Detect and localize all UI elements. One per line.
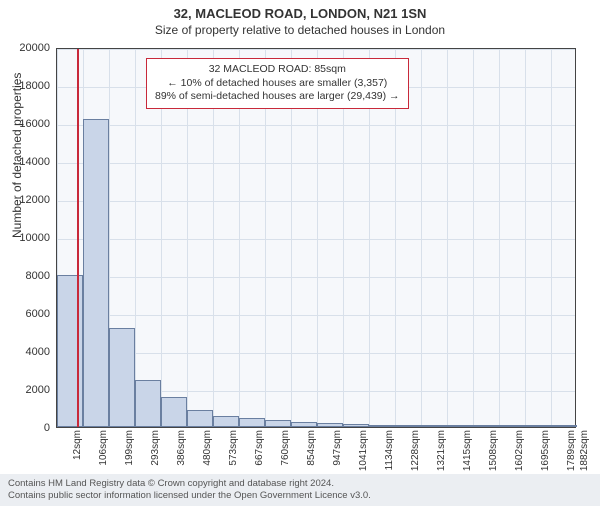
- xtick-label: 480sqm: [202, 430, 213, 466]
- xtick-label: 1882sqm: [579, 430, 590, 471]
- histogram-bar: [109, 328, 135, 427]
- histogram-bar: [161, 397, 187, 427]
- ytick-label: 14000: [0, 156, 50, 168]
- histogram-bar: [473, 425, 499, 427]
- chart-container: 0200040006000800010000120001400016000180…: [56, 48, 576, 428]
- ytick-label: 10000: [0, 232, 50, 244]
- footer: Contains HM Land Registry data © Crown c…: [0, 474, 600, 506]
- ytick-label: 8000: [0, 270, 50, 282]
- xtick-label: 12sqm: [72, 430, 83, 460]
- xtick-label: 1228sqm: [410, 430, 421, 471]
- annotation-line1: 32 MACLEOD ROAD: 85sqm: [155, 63, 400, 77]
- marker-line: [77, 49, 79, 427]
- xtick-label: 1134sqm: [384, 430, 395, 470]
- histogram-bar: [317, 423, 343, 427]
- ytick-label: 2000: [0, 384, 50, 396]
- xtick-label: 1508sqm: [488, 430, 499, 471]
- histogram-bar: [447, 425, 473, 427]
- annotation-box: 32 MACLEOD ROAD: 85sqm ← 10% of detached…: [146, 58, 409, 109]
- histogram-bar: [369, 425, 395, 427]
- xtick-label: 1415sqm: [462, 430, 473, 471]
- histogram-bar: [421, 425, 447, 427]
- ytick-label: 4000: [0, 346, 50, 358]
- page-title-line1: 32, MACLEOD ROAD, LONDON, N21 1SN: [0, 6, 600, 21]
- ytick-label: 6000: [0, 308, 50, 320]
- ytick-label: 20000: [0, 42, 50, 54]
- histogram-bar: [525, 425, 551, 427]
- page-title-line2: Size of property relative to detached ho…: [0, 23, 600, 37]
- histogram-bar: [265, 420, 291, 427]
- xtick-label: 1789sqm: [566, 430, 577, 471]
- histogram-bar: [499, 425, 525, 427]
- histogram-bar: [187, 410, 213, 427]
- xtick-label: 199sqm: [124, 430, 135, 466]
- histogram-bar: [213, 416, 239, 427]
- ytick-label: 0: [0, 422, 50, 434]
- xtick-label: 1321sqm: [436, 430, 447, 471]
- gridline-v: [551, 49, 552, 427]
- histogram-bar: [291, 422, 317, 427]
- footer-line1: Contains HM Land Registry data © Crown c…: [8, 478, 592, 490]
- gridline-v: [447, 49, 448, 427]
- gridline-v: [135, 49, 136, 427]
- ytick-label: 18000: [0, 80, 50, 92]
- xtick-label: 760sqm: [280, 430, 291, 466]
- histogram-bar: [551, 425, 577, 427]
- xtick-label: 106sqm: [98, 430, 109, 466]
- xtick-label: 1041sqm: [358, 430, 369, 471]
- histogram-bar: [239, 418, 265, 427]
- histogram-bar: [135, 380, 161, 428]
- gridline-v: [421, 49, 422, 427]
- xtick-label: 573sqm: [228, 430, 239, 466]
- xtick-label: 1602sqm: [514, 430, 525, 471]
- xtick-label: 293sqm: [150, 430, 161, 466]
- annotation-line2: ← 10% of detached houses are smaller (3,…: [155, 77, 400, 91]
- gridline-v: [473, 49, 474, 427]
- xtick-label: 1695sqm: [540, 430, 551, 471]
- xtick-label: 667sqm: [254, 430, 265, 466]
- gridline-v: [499, 49, 500, 427]
- annotation-line3: 89% of semi-detached houses are larger (…: [155, 90, 400, 104]
- ytick-label: 12000: [0, 194, 50, 206]
- xtick-label: 386sqm: [176, 430, 187, 466]
- footer-line2: Contains public sector information licen…: [8, 490, 592, 502]
- histogram-bar: [83, 119, 109, 427]
- gridline-v: [525, 49, 526, 427]
- xtick-label: 947sqm: [332, 430, 343, 466]
- ytick-label: 16000: [0, 118, 50, 130]
- histogram-bar: [395, 425, 421, 427]
- xtick-label: 854sqm: [306, 430, 317, 466]
- histogram-bar: [343, 424, 369, 427]
